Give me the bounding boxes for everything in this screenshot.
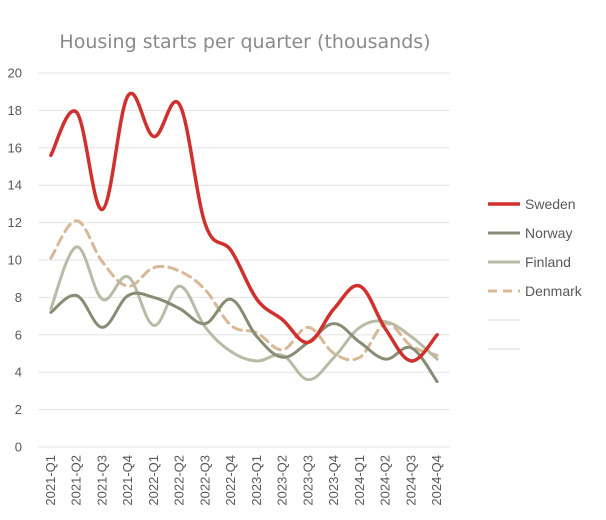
legend-label-sweden: Sweden [525, 196, 576, 212]
y-tick-label: 0 [15, 440, 22, 455]
y-tick-label: 18 [8, 103, 22, 118]
x-tick-label: 2023-Q1 [249, 455, 264, 506]
x-tick-label: 2024-Q3 [403, 455, 418, 506]
x-tick-label: 2024-Q2 [378, 455, 393, 506]
x-tick-label: 2022-Q3 [197, 455, 212, 506]
y-tick-label: 14 [8, 178, 22, 193]
y-tick-label: 8 [15, 290, 22, 305]
legend-label-denmark: Denmark [525, 283, 583, 299]
y-tick-label: 4 [15, 365, 22, 380]
series-line-sweden [49, 91, 439, 363]
x-tick-label: 2024-Q1 [352, 455, 367, 506]
chart-title: Housing starts per quarter (thousands) [59, 31, 430, 53]
y-tick-label: 16 [8, 140, 22, 155]
x-tick-label: 2023-Q3 [300, 455, 315, 506]
x-tick-label: 2021-Q1 [43, 455, 58, 506]
y-tick-label: 12 [8, 215, 22, 230]
x-axis-ticks: 2021-Q1 2021-Q2 2021-Q3 2021-Q4 2022-Q1 2022-… [43, 455, 444, 506]
y-tick-label: 6 [15, 327, 22, 342]
y-axis-ticks: 0 2 4 6 8 10 12 14 16 18 20 [8, 66, 22, 455]
gridlines [38, 72, 450, 448]
x-tick-label: 2021-Q2 [69, 455, 84, 506]
x-tick-label: 2023-Q4 [326, 455, 341, 506]
legend: Sweden Norway Finland Denmark [488, 196, 583, 350]
legend-label-norway: Norway [525, 225, 572, 241]
x-tick-label: 2024-Q4 [429, 455, 444, 506]
series-line-finland [49, 245, 439, 382]
legend-label-finland: Finland [525, 254, 571, 270]
x-tick-label: 2022-Q1 [146, 455, 161, 506]
y-tick-label: 2 [15, 402, 22, 417]
x-tick-label: 2022-Q2 [172, 455, 187, 506]
x-tick-label: 2022-Q4 [223, 455, 238, 506]
series-lines [49, 91, 439, 384]
y-tick-label: 10 [8, 253, 22, 268]
x-tick-label: 2021-Q4 [120, 455, 135, 506]
series-line-norway [49, 291, 439, 384]
y-tick-label: 20 [8, 66, 22, 81]
x-tick-label: 2023-Q2 [275, 455, 290, 506]
series-line-denmark [49, 219, 439, 362]
x-tick-label: 2021-Q3 [94, 455, 109, 506]
